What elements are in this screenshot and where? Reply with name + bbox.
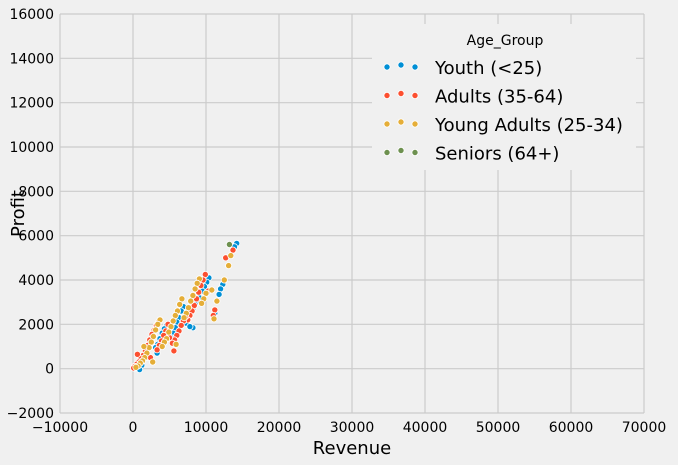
legend-marker: [397, 90, 405, 98]
data-point: [165, 328, 173, 336]
data-point: [198, 299, 206, 307]
legend-marker: [383, 92, 391, 100]
data-point: [215, 290, 223, 298]
legend-marker: [383, 63, 391, 71]
data-point: [149, 358, 157, 366]
legend-item: Seniors (64+): [383, 144, 559, 165]
x-tick-label: 30000: [330, 420, 375, 436]
data-point: [220, 276, 228, 284]
x-tick-label: 20000: [257, 420, 302, 436]
legend-marker: [383, 148, 391, 156]
legend-marker: [397, 118, 405, 126]
legend-label: Youth (<25): [434, 58, 542, 79]
legend-label: Adults (35-64): [435, 87, 563, 108]
y-tick-label: 16000: [9, 7, 54, 23]
data-point: [225, 240, 233, 248]
legend-label: Seniors (64+): [435, 144, 559, 165]
x-tick-label: 0: [129, 420, 138, 436]
y-tick-label: 8000: [18, 184, 54, 200]
series-2: [132, 252, 235, 371]
y-tick-label: 4000: [18, 273, 54, 289]
data-point: [210, 315, 218, 323]
y-tick-label: 14000: [9, 51, 54, 67]
legend-items: Youth (<25) Adults (35-64) Young Adults (2…: [383, 58, 623, 165]
legend: Age_Group Youth (<25) Adults (35-64) Young…: [372, 24, 636, 170]
legend-item: Young Adults (25-34): [383, 115, 623, 136]
data-point: [225, 262, 233, 270]
data-point: [176, 300, 184, 308]
data-point: [140, 342, 148, 350]
y-axis-label: Profit: [8, 190, 29, 237]
y-tick-label: 12000: [9, 96, 54, 112]
data-point: [191, 285, 199, 293]
legend-marker: [383, 120, 391, 128]
legend-marker: [397, 146, 405, 154]
legend-item: Adults (35-64): [383, 87, 563, 108]
legend-marker: [411, 63, 419, 71]
data-point: [213, 297, 221, 305]
legend-background: [372, 24, 636, 170]
data-point: [133, 350, 141, 358]
legend-title: Age_Group: [467, 33, 544, 49]
data-point: [187, 297, 195, 305]
y-tick-label: −2000: [7, 406, 54, 422]
x-tick-label: 60000: [549, 420, 594, 436]
x-tick-label: −10000: [32, 420, 88, 436]
y-tick-label: 0: [45, 362, 54, 378]
y-tick-label: 2000: [18, 317, 54, 333]
y-tick-label: 6000: [18, 229, 54, 245]
y-tick-label: 10000: [9, 140, 54, 156]
data-point: [158, 342, 166, 350]
x-tick-label: 50000: [476, 420, 521, 436]
data-points: [130, 239, 241, 374]
x-tick-label: 40000: [403, 420, 448, 436]
x-tick-label: 70000: [622, 420, 667, 436]
x-tick-label: 10000: [184, 420, 229, 436]
legend-marker: [411, 120, 419, 128]
legend-label: Young Adults (25-34): [434, 115, 623, 136]
data-point: [227, 252, 235, 260]
data-point: [153, 346, 161, 354]
tick-labels: −10000 0 10000 20000 30000 40000 50000 60000 700…: [7, 7, 667, 436]
data-point: [186, 323, 194, 331]
series-3: [225, 240, 233, 248]
legend-marker: [411, 148, 419, 156]
legend-marker: [411, 92, 419, 100]
data-point: [172, 340, 180, 348]
legend-marker: [397, 61, 405, 69]
data-point: [170, 347, 178, 355]
legend-item: Youth (<25): [383, 58, 542, 79]
data-point: [208, 286, 216, 294]
data-point: [152, 326, 160, 334]
data-point: [132, 363, 140, 371]
data-point: [180, 314, 188, 322]
x-axis-label: Revenue: [313, 438, 391, 459]
